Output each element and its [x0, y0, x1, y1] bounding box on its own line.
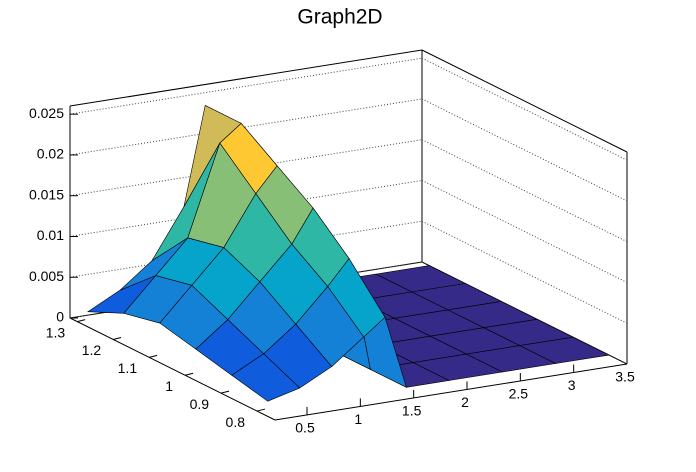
grid-line: [421, 139, 628, 243]
y-tick: [113, 336, 122, 340]
chart-title: Graph2D: [297, 6, 382, 29]
y-tick: [184, 372, 194, 376]
y-axis: [69, 317, 276, 421]
grid-line: [421, 220, 628, 324]
y-tick-label: 1: [165, 378, 173, 394]
grid-line: [69, 139, 423, 197]
surface-cell: [231, 353, 301, 402]
y-tick-label: 0.8: [226, 414, 246, 430]
y-tick-label: 1.3: [46, 324, 66, 340]
z-tick-label: 0.025: [29, 105, 64, 121]
grid-line: [421, 180, 628, 283]
x-tick-label: 1.5: [402, 403, 422, 419]
y-tick: [220, 390, 230, 394]
grid-line: [421, 98, 628, 202]
z-tick-label: 0.02: [37, 146, 64, 162]
z-tick-label: 0.005: [29, 268, 64, 284]
grid-line: [69, 179, 423, 237]
grid-line: [69, 261, 423, 319]
box-edge: [421, 49, 628, 153]
x-tick-label: 0.5: [295, 420, 315, 436]
x-axis: [274, 363, 628, 421]
x-tick-label: 2.5: [509, 386, 529, 402]
grid-line: [69, 220, 423, 278]
grid-line: [69, 98, 423, 156]
z-tick-label: 0: [56, 309, 64, 325]
y-tick: [256, 408, 266, 412]
y-tick: [77, 319, 86, 323]
y-tick: [149, 354, 158, 358]
z-tick-label: 0.015: [29, 186, 64, 202]
y-tick-label: 1.2: [82, 342, 102, 358]
x-tick-label: 1: [354, 411, 362, 427]
y-tick-label: 1.1: [118, 360, 138, 376]
grid-line: [69, 57, 423, 115]
grid-line: [421, 57, 628, 161]
x-tick-label: 3.5: [615, 369, 635, 385]
x-tick-label: 2: [461, 394, 469, 410]
z-tick-label: 0.01: [37, 227, 64, 243]
x-tick-label: 3: [568, 377, 576, 393]
box-edge: [69, 49, 423, 107]
y-tick-label: 0.9: [190, 396, 210, 412]
